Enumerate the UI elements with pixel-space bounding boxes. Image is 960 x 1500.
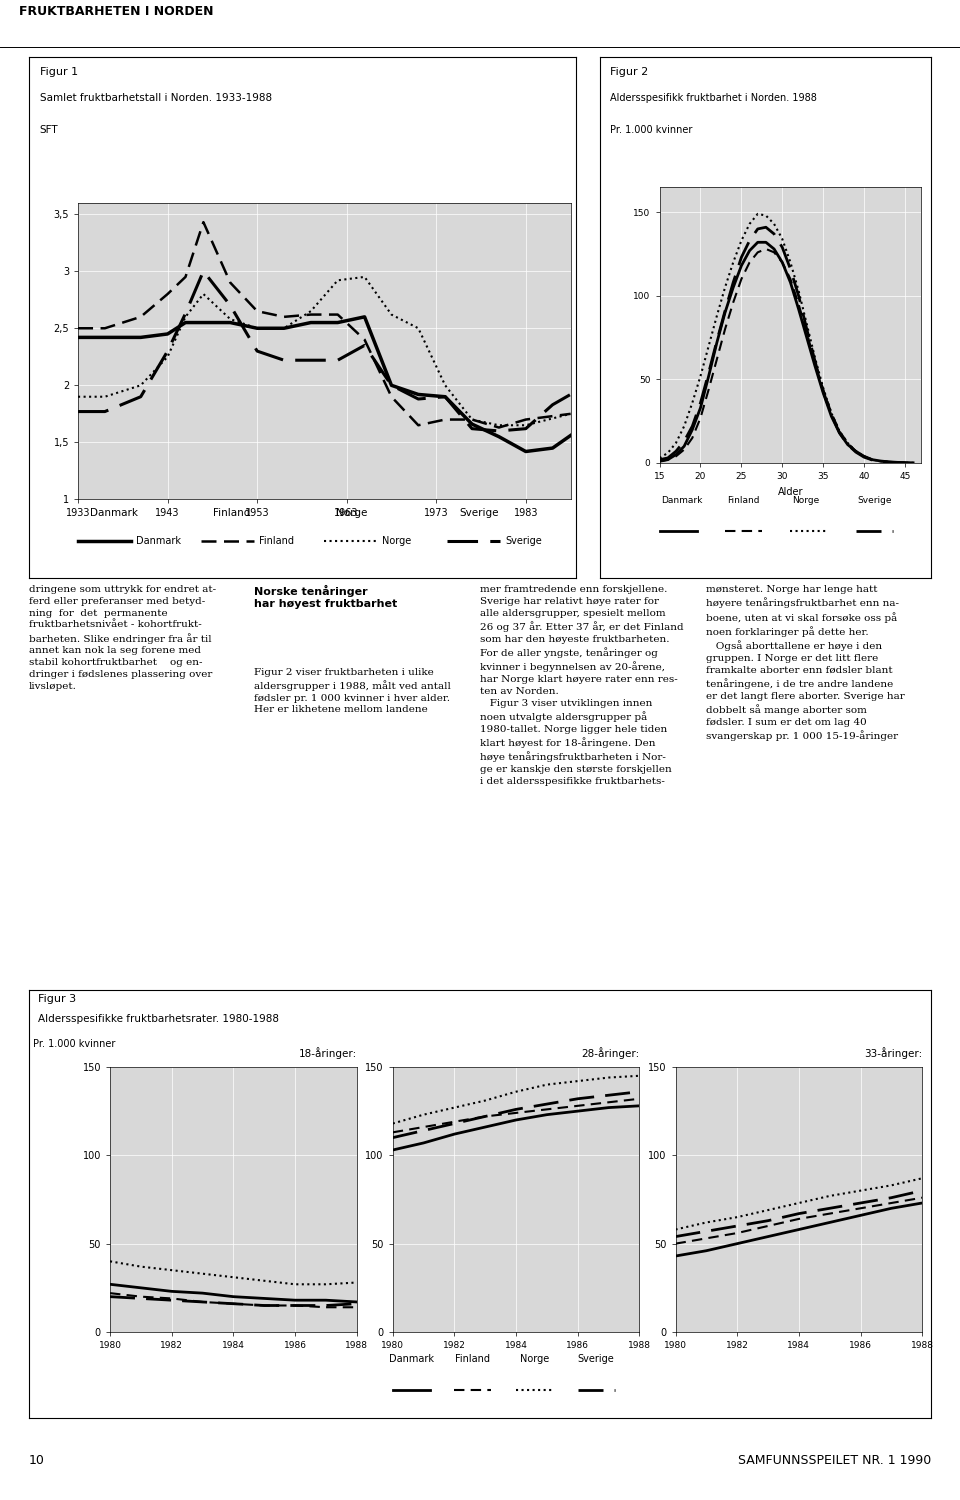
Text: Figur 3: Figur 3 (37, 994, 76, 1005)
Text: mer framtredende enn forskjellene.
Sverige har relativt høye rater for
alle alde: mer framtredende enn forskjellene. Sveri… (480, 585, 684, 786)
Text: Norge: Norge (520, 1354, 549, 1364)
Text: Sverige: Sverige (459, 507, 498, 518)
Text: Finland: Finland (727, 495, 759, 504)
Text: Pr. 1.000 kvinner: Pr. 1.000 kvinner (610, 124, 692, 135)
Text: Sverige: Sverige (858, 495, 892, 504)
Text: Norge: Norge (336, 507, 367, 518)
Text: Sverige: Sverige (505, 536, 541, 546)
Text: Figur 2: Figur 2 (610, 68, 648, 78)
Text: Danmark: Danmark (389, 1354, 434, 1364)
Text: Figur 2 viser fruktbarheten i ulike
aldersgrupper i 1988, målt ved antall
fødsle: Figur 2 viser fruktbarheten i ulike alde… (254, 668, 451, 714)
Text: Aldersspesifikke fruktbarhetsrater. 1980-1988: Aldersspesifikke fruktbarhetsrater. 1980… (37, 1014, 278, 1023)
Text: Danmark: Danmark (661, 495, 703, 504)
Text: Danmark: Danmark (89, 507, 137, 518)
Text: 33-åringer:: 33-åringer: (864, 1047, 923, 1059)
Text: 10: 10 (29, 1454, 45, 1467)
Text: SAMFUNNSSPEILET NR. 1 1990: SAMFUNNSSPEILET NR. 1 1990 (738, 1454, 931, 1467)
Text: 18-åringer:: 18-åringer: (299, 1047, 357, 1059)
Text: Aldersspesifikk fruktbarhet i Norden. 1988: Aldersspesifikk fruktbarhet i Norden. 19… (610, 93, 817, 104)
Text: 28-åringer:: 28-åringer: (581, 1047, 639, 1059)
Text: Norge: Norge (792, 495, 820, 504)
Text: Finland: Finland (259, 536, 294, 546)
Text: Sverige: Sverige (578, 1354, 614, 1364)
X-axis label: Alder: Alder (778, 486, 804, 496)
Text: Finland: Finland (455, 1354, 491, 1364)
Text: SFT: SFT (39, 124, 59, 135)
Text: mønsteret. Norge har lenge hatt
høyere tenåringsfruktbarhet enn na-
boene, uten : mønsteret. Norge har lenge hatt høyere t… (706, 585, 904, 741)
Text: Norge: Norge (382, 536, 411, 546)
Text: Norske tenåringer
har høyest fruktbarhet: Norske tenåringer har høyest fruktbarhet (254, 585, 397, 609)
Text: Figur 1: Figur 1 (39, 68, 78, 78)
Text: Pr. 1.000 kvinner: Pr. 1.000 kvinner (34, 1040, 116, 1048)
Text: Danmark: Danmark (135, 536, 180, 546)
Text: FRUKTBARHETEN I NORDEN: FRUKTBARHETEN I NORDEN (19, 6, 214, 18)
Text: dringene som uttrykk for endret at-
ferd eller preferanser med betyd-
ning  for : dringene som uttrykk for endret at- ferd… (29, 585, 216, 692)
Text: Samlet fruktbarhetstall i Norden. 1933-1988: Samlet fruktbarhetstall i Norden. 1933-1… (39, 93, 272, 104)
Text: Finland: Finland (213, 507, 250, 518)
